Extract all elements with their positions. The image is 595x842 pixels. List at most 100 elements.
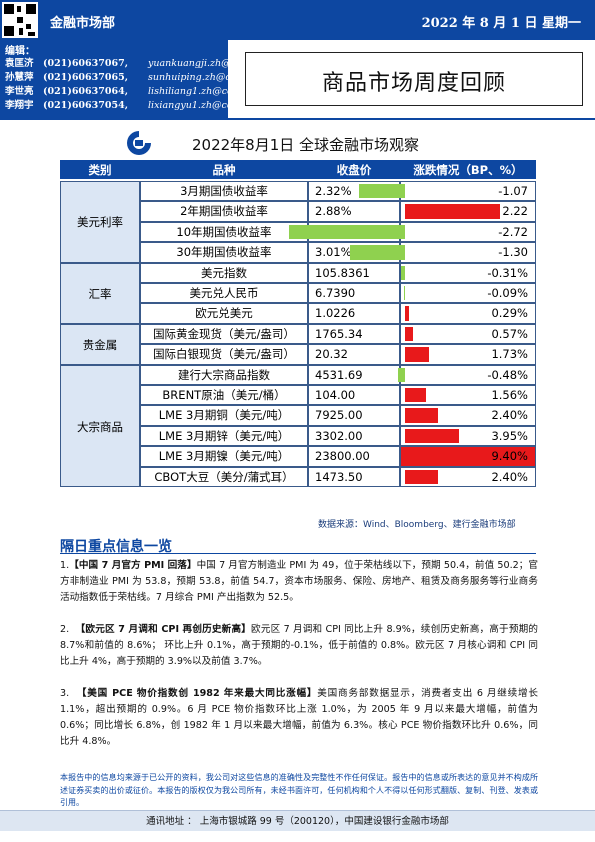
change-bar <box>405 388 427 403</box>
editors-label: 编辑： <box>5 46 35 57</box>
change-cell <box>400 323 536 345</box>
change-bar <box>349 245 405 260</box>
change-bar <box>400 265 405 280</box>
instrument-name: LME 3月期铜（美元/吨） <box>140 405 308 426</box>
instrument-name: LME 3月期镍（美元/吨） <box>140 446 308 467</box>
news-body: 欧元区 7 月调和 CPI 同比上升 8.9%，续创历史新高，高于预期的 8.7… <box>60 624 538 667</box>
header-instrument: 品种 <box>212 163 236 177</box>
instrument-name: 国际黄金现货（美元/盎司） <box>140 323 308 345</box>
news-title: 【中国 7 月官方 PMI 回落】 <box>69 560 197 571</box>
news-divider <box>60 553 536 554</box>
editor-row: 孙慧萍 (021)60637065, sunhuiping.zh@ccb.com <box>5 72 266 83</box>
change-value: -1.07 <box>498 184 528 198</box>
report-date: 2022 年 8 月 1 日 星期一 <box>421 16 581 31</box>
change-value: 1.56% <box>491 388 528 402</box>
instrument-name: 建行大宗商品指数 <box>140 364 308 385</box>
change-value: 1.73% <box>491 347 528 362</box>
change-cell <box>400 283 536 304</box>
change-value: -0.31% <box>487 265 528 280</box>
news-body: 美国商务部数据显示，消费者支出 6 月继续增长 1.1%，超出预期的 0.9%。… <box>60 688 539 747</box>
change-cell <box>400 385 536 406</box>
change-bar <box>405 449 533 464</box>
editor-email[interactable]: sunhuiping.zh@ccb.com <box>148 72 266 83</box>
close-value: 1765.34 <box>308 323 400 345</box>
editor-row: 李世亮 (021)60637064, lishiliang1.zh@ccb.com <box>5 86 262 97</box>
change-value: -0.09% <box>487 286 528 300</box>
instrument-name: CBOT大豆（美分/蒲式耳） <box>140 466 308 487</box>
close-value: 2.88% <box>308 201 400 222</box>
disclaimer: 本报告中的信息均来源于已公开的资料，我公司对这些信息的准确性及完整性不作任何保证… <box>60 773 538 807</box>
close-value: 6.7390 <box>308 283 400 304</box>
close-value: 105.8361 <box>308 262 400 283</box>
news-heading: 隔日重点信息一览 <box>60 539 172 555</box>
change-bar <box>403 286 405 301</box>
header-bar <box>0 0 595 40</box>
editors-block: 编辑： 袁匡济 (021)60637067, yuankuangji.zh@ccb.… <box>0 40 270 120</box>
instrument-name: 美元兑人民币 <box>140 283 308 304</box>
change-bar <box>359 184 405 199</box>
qr-code-icon <box>2 2 38 38</box>
close-value: 104.00 <box>308 385 400 406</box>
change-bar <box>405 347 429 362</box>
category-cell: 汇率 <box>60 262 140 324</box>
ccb-logo-icon <box>127 131 151 155</box>
editor-row: 袁匡济 (021)60637067, yuankuangji.zh@ccb.com <box>5 58 271 69</box>
change-value: 0.29% <box>491 306 528 321</box>
news-item: 1.【中国 7 月官方 PMI 回落】中国 7 月官方制造业 PMI 为 49，… <box>60 560 538 603</box>
footer-bar <box>0 810 595 831</box>
close-value: 1.0226 <box>308 303 400 324</box>
change-value: 2.22 <box>502 204 528 219</box>
category-cell: 美元利率 <box>60 181 140 263</box>
close-value: 20.32 <box>308 344 400 365</box>
instrument-name: 美元指数 <box>140 262 308 283</box>
news-body: 中国 7 月官方制造业 PMI 为 49，位于荣枯线以下，预期 50.4，前值 … <box>60 560 538 603</box>
change-bar <box>405 428 459 444</box>
header-change: 涨跌情况（BP、%） <box>413 163 523 177</box>
footer-address: 通讯地址 ： 上海市银城路 99 号（200120），中国建设银行金融市场部 <box>146 816 449 827</box>
editor-email[interactable]: lixiangyu1.zh@ccb.com <box>148 100 262 111</box>
category-cell: 贵金属 <box>60 323 140 365</box>
category-cell: 大宗商品 <box>60 364 140 487</box>
instrument-name: 国际白银现货（美元/盎司） <box>140 344 308 365</box>
change-bar <box>405 469 438 484</box>
table-header-row: 类别 品种 收盘价 涨跌情况（BP、%） <box>60 160 536 179</box>
data-source: 数据来源：Wind、Bloomberg、建行金融市场部 <box>318 520 516 530</box>
table-title: 2022年8月1日 全球金融市场观察 <box>192 136 420 154</box>
change-bar <box>405 306 409 321</box>
instrument-name: 30年期国债收益率 <box>140 242 308 263</box>
change-bar <box>405 408 438 423</box>
change-value: 9.40% <box>491 449 528 464</box>
change-value: -0.48% <box>487 367 528 382</box>
report-title-box: 商品市场周度回顾 <box>245 52 583 106</box>
instrument-name: 欧元兑美元 <box>140 303 308 324</box>
change-value: 2.40% <box>491 408 528 423</box>
editor-row: 李翔宇 (021)60637054, lixiangyu1.zh@ccb.com <box>5 100 262 111</box>
change-bar <box>405 204 500 219</box>
change-value: -1.30 <box>498 245 528 260</box>
news-title: 【美国 PCE 物价指数创 1982 年来最大同比涨幅】 <box>76 688 318 699</box>
close-value: 7925.00 <box>308 405 400 426</box>
close-value: 23800.00 <box>308 446 400 467</box>
change-value: -2.72 <box>498 224 528 239</box>
change-value: 0.57% <box>491 326 528 341</box>
close-value: 4531.69 <box>308 364 400 385</box>
change-value: 3.95% <box>491 428 528 443</box>
instrument-name: BRENT原油（美元/桶） <box>140 385 308 406</box>
news-item: 3. 【美国 PCE 物价指数创 1982 年来最大同比涨幅】美国商务部数据显示… <box>60 688 539 747</box>
header-close: 收盘价 <box>336 163 372 177</box>
change-cell <box>400 303 536 324</box>
department-name: 金融市场部 <box>50 16 116 31</box>
news-title: 【欧元区 7 月调和 CPI 再创历史新高】 <box>75 624 252 635</box>
close-value: 1473.50 <box>308 466 400 487</box>
instrument-name: 2年期国债收益率 <box>140 201 308 222</box>
news-item: 2. 【欧元区 7 月调和 CPI 再创历史新高】欧元区 7 月调和 CPI 同… <box>60 624 538 667</box>
report-title: 商品市场周度回顾 <box>321 71 506 96</box>
editor-email[interactable]: yuankuangji.zh@ccb.com <box>148 58 271 69</box>
editor-email[interactable]: lishiliang1.zh@ccb.com <box>148 86 262 97</box>
change-bar <box>288 224 405 240</box>
change-bar <box>398 367 405 382</box>
change-cell <box>400 344 536 365</box>
close-value: 3302.00 <box>308 425 400 447</box>
change-cell <box>400 262 536 283</box>
header-category: 类别 <box>88 163 112 177</box>
